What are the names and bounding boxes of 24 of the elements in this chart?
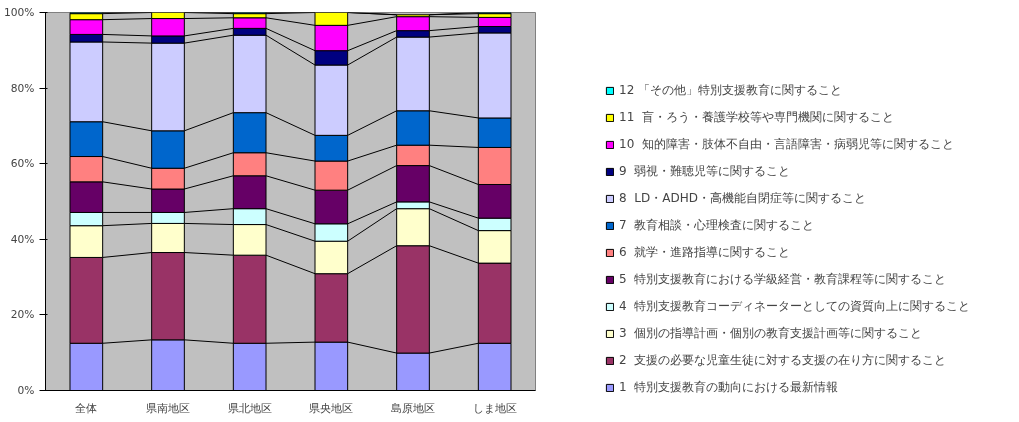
legend-label: 11 盲・ろう・養護学校等や専門機関に関すること [619,109,894,126]
x-tick-label: しま地区 [472,401,517,415]
legend-label: 2 支援の必要な児童生徒に対する支援の在り方に関すること [619,352,947,369]
legend-label: 10 知的障害・肢体不自由・言語障害・病弱児等に関すること [619,136,954,153]
legend-label: 4 特別支援教育コーディネーターとしての資質向上に関すること [619,298,971,315]
legend-label: 6 就学・進路指導に関すること [619,244,791,261]
legend-label: 12 「その他」特別支援教育に関すること [619,82,843,99]
x-tick-label: 島原地区 [391,401,435,415]
x-tick-label: 県南地区 [146,401,190,415]
y-tick-label: 20% [10,308,35,322]
y-tick-label: 100% [4,6,35,19]
legend-label: 3 個別の指導計画・個別の教育支援計画等に関すること [619,325,923,342]
x-tick-label: 県央地区 [309,401,354,415]
y-tick-label: 80% [10,81,35,95]
legend-label: 5 特別支援教育における学級経営・教育課程等に関すること [619,271,947,288]
y-tick-label: 60% [10,157,35,171]
y-tick-label: 0% [17,384,35,397]
legend-label: 1 特別支援教育の動向における最新情報 [619,379,839,396]
legend-label: 9 弱視・難聴児等に関すること [619,163,791,180]
y-tick-label: 40% [10,232,35,246]
legend-label: 8 LD・ADHD・高機能自閉症等に関すること [619,190,866,207]
legend-label: 7 教育相談・心理検査に関すること [619,217,815,234]
x-tick-label: 県北地区 [227,401,272,415]
x-tick-label: 全体 [75,401,98,415]
